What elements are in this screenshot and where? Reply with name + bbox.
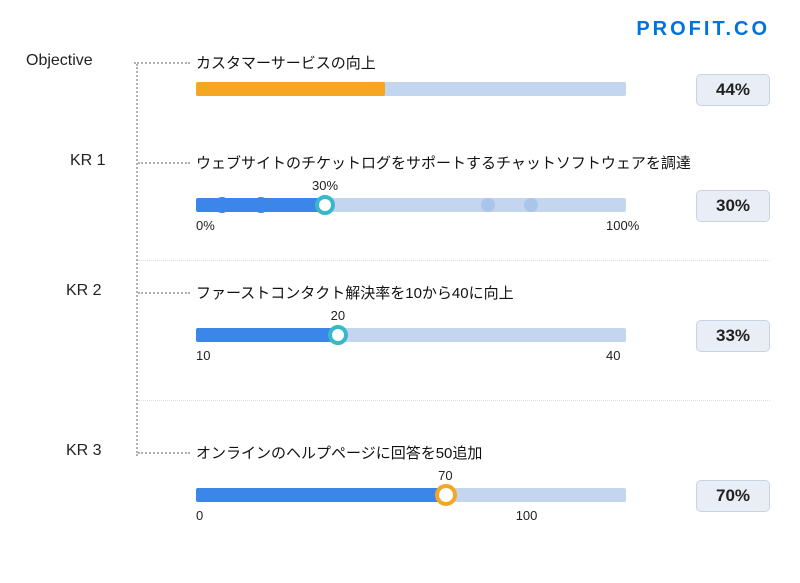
kr2-progress-track[interactable] xyxy=(196,328,626,342)
okr-panel: Objective カスタマーサービスの向上 44% KR 1 ウェブサイトのチ… xyxy=(26,50,770,573)
kr1-label: KR 1 xyxy=(70,152,106,170)
kr3-percent-badge: 70% xyxy=(696,480,770,512)
kr1-scale-max: 100% xyxy=(606,218,639,233)
kr1-scale-min: 0% xyxy=(196,218,215,233)
kr2-scale-min: 10 xyxy=(196,348,210,363)
kr1-percent-badge: 30% xyxy=(696,190,770,222)
kr3-progress-fill xyxy=(196,488,445,502)
kr3-value-label: 70 xyxy=(438,468,452,483)
kr3-label: KR 3 xyxy=(66,442,102,460)
kr1-checkin-marker xyxy=(253,197,269,213)
objective-title: カスタマーサービスの向上 xyxy=(196,52,376,73)
objective-progress-track xyxy=(196,82,626,96)
tree-connector-h xyxy=(138,162,190,164)
divider xyxy=(138,400,770,401)
kr1-progress-track[interactable] xyxy=(196,198,626,212)
kr2-progress-handle[interactable] xyxy=(328,325,348,345)
objective-progress-fill xyxy=(196,82,385,96)
kr3-scale-min: 0 xyxy=(196,508,203,523)
tree-connector-h xyxy=(138,292,190,294)
kr3-progress-track[interactable] xyxy=(196,488,626,502)
kr2-title: ファーストコンタクト解決率を10から40に向上 xyxy=(196,282,514,303)
brand-logo: PROFIT.CO xyxy=(636,18,770,41)
tree-connector-h xyxy=(134,62,190,64)
kr1-target-marker xyxy=(524,198,538,212)
kr3-title: オンラインのヘルプページに回答を50追加 xyxy=(196,442,482,463)
kr3-progress-handle[interactable] xyxy=(435,484,457,506)
kr2-percent-badge: 33% xyxy=(696,320,770,352)
objective-label: Objective xyxy=(26,52,93,70)
kr1-value-label: 30% xyxy=(312,178,338,193)
kr2-label: KR 2 xyxy=(66,282,102,300)
objective-percent-badge: 44% xyxy=(696,74,770,106)
tree-connector-h xyxy=(138,452,190,454)
kr1-target-marker xyxy=(481,198,495,212)
kr1-checkin-marker xyxy=(214,197,230,213)
kr3-scale-max: 100 xyxy=(516,508,538,523)
kr1-progress-handle[interactable] xyxy=(315,195,335,215)
divider xyxy=(138,260,770,261)
kr2-progress-fill xyxy=(196,328,338,342)
kr1-title: ウェブサイトのチケットログをサポートするチャットソフトウェアを調達 xyxy=(196,152,691,173)
kr2-scale-max: 40 xyxy=(606,348,620,363)
kr2-value-label: 20 xyxy=(331,308,345,323)
